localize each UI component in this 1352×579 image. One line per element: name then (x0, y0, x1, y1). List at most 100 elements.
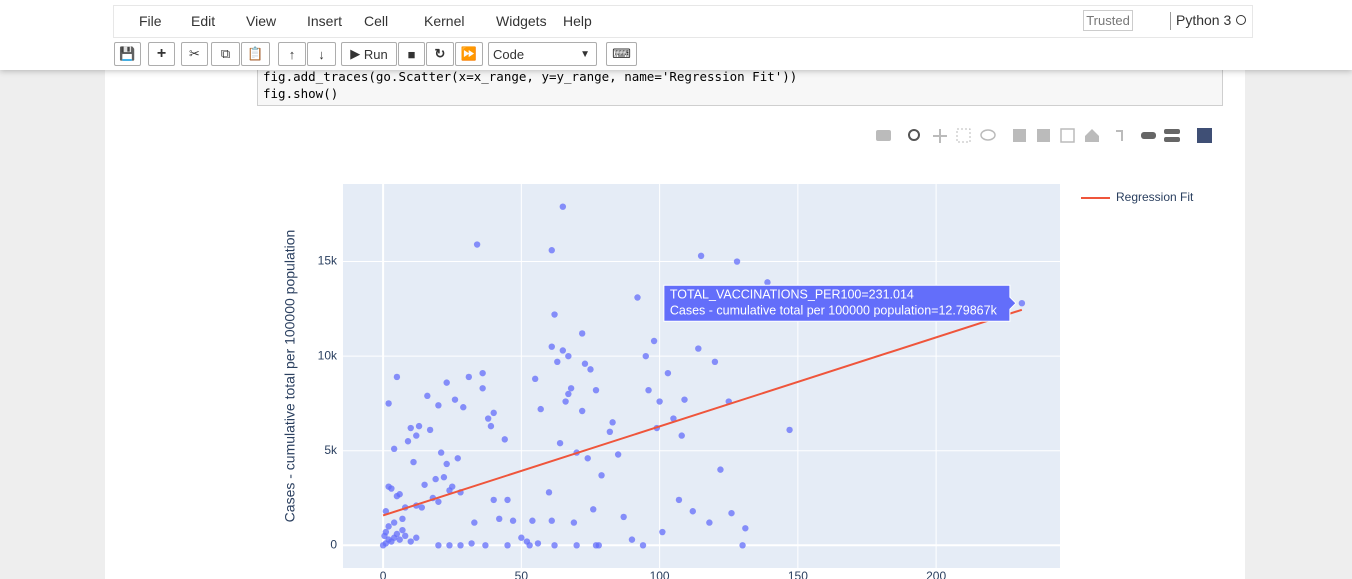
scatter-point (393, 530, 401, 538)
modebar-hover-closest[interactable] (1141, 132, 1156, 139)
scatter-point (650, 337, 658, 345)
modebar-plotly-logo[interactable] (1197, 128, 1212, 143)
menu-item[interactable]: Help (563, 13, 592, 29)
scatter-point (551, 311, 558, 318)
run-label: Run (363, 46, 388, 62)
scatter-point (537, 405, 544, 413)
kernel-indicator (1236, 15, 1246, 25)
cell-type-select[interactable]: Code ▼ (488, 42, 597, 66)
menu-item[interactable]: Edit (191, 13, 216, 29)
scatter-point (678, 432, 685, 439)
copy-button[interactable]: ⧉ (211, 42, 240, 66)
scatter-point (695, 345, 702, 352)
scatter-point (473, 241, 481, 248)
scatter-point (388, 485, 395, 492)
menu-item[interactable]: View (246, 13, 277, 29)
kernel-name: Python 3 (1176, 12, 1232, 28)
scatter-point (424, 392, 431, 400)
modebar-hover-compare[interactable] (1164, 129, 1180, 134)
modebar-zoom[interactable] (908, 129, 920, 141)
scatter-point (645, 386, 652, 394)
scatter-point (786, 426, 793, 434)
y-tick-label: 5k (324, 443, 338, 457)
scatter-point (578, 407, 586, 415)
save-button[interactable]: 💾 (114, 42, 141, 66)
scatter-point (606, 428, 614, 436)
menu-item[interactable]: Insert (307, 13, 343, 29)
modebar-zoom-in[interactable] (1013, 129, 1026, 142)
scatter-point (435, 498, 442, 505)
scatter-point (697, 252, 705, 260)
scatter-point (614, 451, 622, 458)
scatter-point (501, 436, 508, 443)
scatter-point (681, 396, 688, 403)
scatter-point (642, 352, 649, 360)
menu-item[interactable]: File (139, 13, 162, 29)
scatter-point (407, 424, 414, 432)
scatter-point (390, 445, 398, 453)
move-up-button[interactable]: ↑ (278, 42, 306, 66)
scatter-point (382, 528, 390, 536)
code-line: fig.show() (263, 86, 339, 101)
add-cell-button[interactable]: + (148, 42, 175, 66)
run-button[interactable]: ▶ Run (341, 42, 397, 66)
restart-button[interactable]: ↻ (426, 42, 454, 66)
scatter-point (570, 519, 578, 526)
scatter-point (565, 352, 572, 360)
scatter-point (482, 542, 489, 549)
header: Trusted Python 3 💾 + ✂ ⧉ 📋 ↑ ↓ ▶ Run ■ ↻… (0, 0, 1352, 70)
scatter-point (664, 369, 672, 377)
scatter-point (595, 542, 602, 549)
scatter-point (711, 358, 719, 366)
paste-button[interactable]: 📋 (241, 42, 270, 66)
restart-run-button[interactable]: ⏩ (455, 42, 483, 66)
modebar-reset[interactable] (1085, 129, 1099, 142)
x-tick-label: 0 (380, 569, 387, 579)
scatter-point (573, 542, 580, 549)
scatter-point (399, 526, 406, 534)
scatter-point (399, 515, 406, 523)
scatter-point (739, 542, 746, 549)
modebar-box-select[interactable] (956, 128, 971, 143)
scatter-point (639, 542, 647, 549)
scatter-point (393, 373, 401, 381)
tooltip-text: Cases - cumulative total per 100000 popu… (670, 303, 998, 317)
scatter-point (689, 508, 696, 515)
modebar-spike[interactable] (1116, 130, 1123, 141)
scatter-point (634, 294, 641, 301)
scatter-point (509, 517, 517, 524)
modebar-pan[interactable] (933, 129, 947, 143)
modebar-camera[interactable] (876, 130, 891, 141)
scatter-point (628, 536, 636, 543)
scatter-point (764, 279, 771, 286)
move-down-button[interactable]: ↓ (307, 42, 336, 66)
scatter-point (460, 404, 467, 411)
stop-button[interactable]: ■ (398, 42, 425, 66)
hover-tooltip: TOTAL_VACCINATIONS_PER100=231.014 Cases -… (663, 284, 1017, 322)
modebar-lasso[interactable] (980, 129, 996, 141)
modebar-zoom-out[interactable] (1037, 129, 1050, 142)
y-tick-label: 15k (318, 254, 338, 268)
scatter-point (402, 532, 409, 540)
menu-item[interactable]: Cell (364, 13, 389, 29)
modebar-autoscale[interactable] (1060, 128, 1075, 143)
scatter-point (487, 422, 495, 430)
scatter-point (728, 509, 735, 517)
scatter-point (437, 449, 445, 456)
x-tick-label: 150 (788, 569, 808, 579)
menu-item[interactable]: Widgets (496, 13, 547, 29)
scatter-point (742, 525, 749, 532)
keyboard-button[interactable]: ⌨ (606, 42, 637, 66)
menu-item[interactable]: Kernel (424, 13, 465, 29)
scatter-point (565, 390, 572, 398)
scatter-point (556, 439, 564, 447)
scatter-point (675, 496, 683, 504)
scatter-point (554, 358, 561, 366)
legend-label: Regression Fit (1116, 190, 1194, 204)
scatter-point (404, 438, 412, 445)
scatter-point (396, 536, 403, 543)
scatter-point (451, 396, 459, 403)
cut-button[interactable]: ✂ (181, 42, 208, 66)
trusted-badge[interactable]: Trusted (1083, 10, 1133, 31)
scatter-point (1018, 299, 1026, 307)
